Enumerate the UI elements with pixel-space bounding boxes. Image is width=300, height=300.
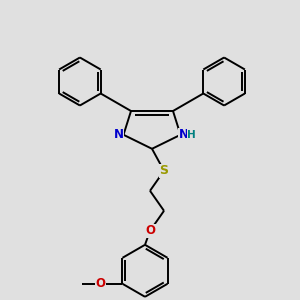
Text: S: S <box>160 164 169 177</box>
Text: H: H <box>187 130 196 140</box>
Text: O: O <box>145 224 155 237</box>
Text: N: N <box>178 128 188 141</box>
Text: N: N <box>113 128 124 141</box>
Text: O: O <box>95 277 106 290</box>
